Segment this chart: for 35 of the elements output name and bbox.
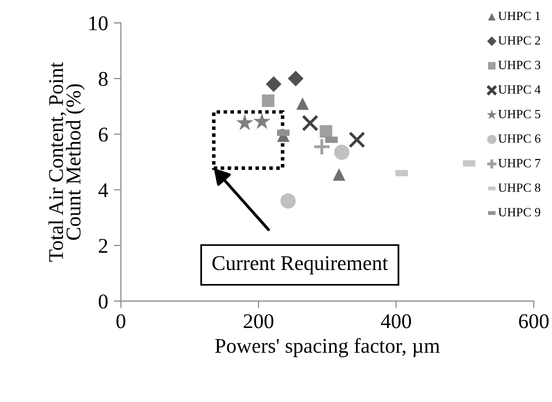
y-axis-title: Total Air Content, Point Count Method (%) (48, 62, 85, 262)
point (280, 193, 296, 209)
x-axis-title: Powers' spacing factor, µm (215, 338, 440, 358)
x-tick-label: 600 (519, 314, 549, 328)
y-tick-label: 8 (98, 72, 108, 86)
point (320, 125, 332, 138)
point (253, 112, 271, 129)
point (296, 97, 309, 110)
legend-label: UHPC 1 (498, 12, 540, 20)
y-tick-label: 4 (98, 183, 108, 198)
legend-label: UHPC 9 (498, 208, 540, 216)
point (236, 114, 254, 130)
point (332, 168, 346, 181)
legend-label: UHPC 3 (498, 60, 540, 70)
point (262, 94, 274, 108)
legend-label: UHPC 6 (498, 134, 540, 143)
x-tick-label: 0 (116, 314, 126, 328)
point (348, 131, 366, 148)
point (302, 114, 318, 132)
point (288, 70, 304, 86)
legend-label: UHPC 2 (498, 36, 540, 45)
y-tick-label: 6 (98, 128, 108, 142)
point (312, 138, 331, 156)
point (266, 76, 282, 92)
legend-label: UHPC 7 (498, 158, 540, 168)
legend-label: UHPC 5 (498, 110, 540, 118)
legend-label: UHPC 8 (498, 183, 540, 192)
x-tick-label: 400 (380, 314, 411, 328)
legend-label: UHPC 4 (498, 85, 541, 94)
y-tick-label: 2 (98, 238, 108, 253)
point (334, 144, 350, 160)
y-tick-label: 10 (89, 16, 108, 30)
y-tick-label: 0 (98, 294, 108, 309)
x-tick-label: 200 (244, 314, 274, 328)
annotation: Current Requirement (212, 256, 388, 274)
